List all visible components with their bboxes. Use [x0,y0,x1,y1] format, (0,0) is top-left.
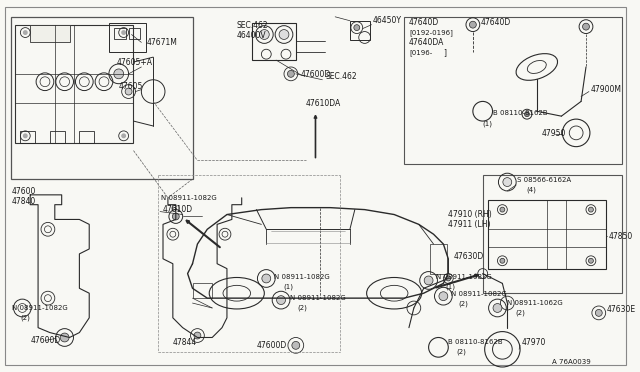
Circle shape [194,332,201,339]
Text: ]: ] [444,48,446,57]
Circle shape [121,30,126,35]
Text: 47900M: 47900M [591,85,622,94]
Text: [0192-0196]: [0192-0196] [409,29,453,36]
Text: (2): (2) [456,349,466,356]
Text: (2): (2) [515,310,525,316]
Text: 46450Y: 46450Y [372,16,401,25]
Text: 47950: 47950 [541,129,566,138]
Circle shape [582,23,589,30]
Text: 47911 (LH): 47911 (LH) [448,220,491,229]
Bar [50,131,65,143]
Text: (4): (4) [526,187,536,193]
Bar [30,25,70,42]
Text: 47850: 47850 [609,232,633,241]
Text: 47630E: 47630E [607,305,636,314]
Bar [350,21,369,41]
Bar [193,283,212,298]
Bar [483,175,622,293]
Text: 47640D: 47640D [409,18,439,27]
Text: 47600D: 47600D [30,336,60,345]
Bar [15,25,134,143]
Circle shape [287,70,294,77]
Bar [10,17,193,179]
Circle shape [354,25,360,31]
Bar [404,17,622,164]
Bar [79,131,94,143]
Circle shape [23,134,28,138]
Bar [252,23,296,60]
Circle shape [276,296,285,305]
Text: 47640D: 47640D [481,18,511,27]
Circle shape [424,276,433,285]
Text: N 08911-1082G: N 08911-1082G [290,295,346,301]
Text: (2): (2) [458,301,468,307]
Text: 47610D: 47610D [163,205,193,214]
Bar [20,131,35,143]
Text: 47910 (RH): 47910 (RH) [448,210,492,219]
Text: (3): (3) [170,204,180,211]
Circle shape [125,88,132,95]
Text: [0196-: [0196- [409,49,432,55]
Text: 47840: 47840 [12,197,36,206]
Text: SEC.462: SEC.462 [325,72,357,81]
Circle shape [279,30,289,39]
Circle shape [493,304,502,312]
Bar [488,200,605,269]
Text: N 08911-1082G: N 08911-1082G [12,305,67,311]
Circle shape [60,333,69,342]
Text: 47671M: 47671M [147,38,177,47]
Circle shape [292,341,300,349]
Text: 47844: 47844 [173,338,197,347]
Bar [114,28,125,39]
Text: B 08110-8162B: B 08110-8162B [493,110,547,116]
Circle shape [262,274,271,283]
Text: 47610DA: 47610DA [306,99,341,108]
Text: N 08911-1082G: N 08911-1082G [274,273,330,279]
Circle shape [114,69,124,79]
Text: 47630D: 47630D [453,252,483,261]
Text: A 76A0039: A 76A0039 [552,359,590,365]
Text: S 08566-6162A: S 08566-6162A [517,177,572,183]
Circle shape [469,21,476,28]
Circle shape [439,292,448,301]
Text: 47605+A: 47605+A [116,58,153,67]
Text: N 08911-1082G: N 08911-1082G [161,195,217,201]
Text: (2): (2) [20,315,30,321]
Circle shape [259,30,269,39]
Text: (1): (1) [283,283,293,289]
Text: 47600: 47600 [12,187,36,196]
Circle shape [588,258,593,263]
Text: 47970: 47970 [522,338,547,347]
Text: (2): (2) [298,305,308,311]
Text: 47640DA: 47640DA [409,38,444,47]
Circle shape [172,213,179,220]
Bar [129,28,140,39]
Text: N 08911-1082G: N 08911-1082G [451,291,507,297]
Circle shape [500,258,505,263]
Circle shape [503,178,512,186]
Text: 47600D: 47600D [257,341,287,350]
Circle shape [446,276,451,281]
Bar [429,244,447,273]
Text: N 08911-1062G: N 08911-1062G [508,300,563,306]
Text: B 08110-8162B: B 08110-8162B [448,339,503,346]
Circle shape [121,134,126,138]
Circle shape [588,207,593,212]
Circle shape [525,112,529,117]
Text: 47600D: 47600D [301,70,331,79]
Text: 47605: 47605 [119,82,143,91]
Text: 46400V: 46400V [237,31,266,40]
Circle shape [23,30,28,35]
Text: (1): (1) [445,283,455,289]
Bar [109,23,147,52]
Circle shape [595,310,602,316]
Text: (1): (1) [483,121,493,127]
Text: SEC.462: SEC.462 [237,21,268,30]
Circle shape [500,207,505,212]
Text: N 08911-1082G: N 08911-1082G [436,273,492,279]
